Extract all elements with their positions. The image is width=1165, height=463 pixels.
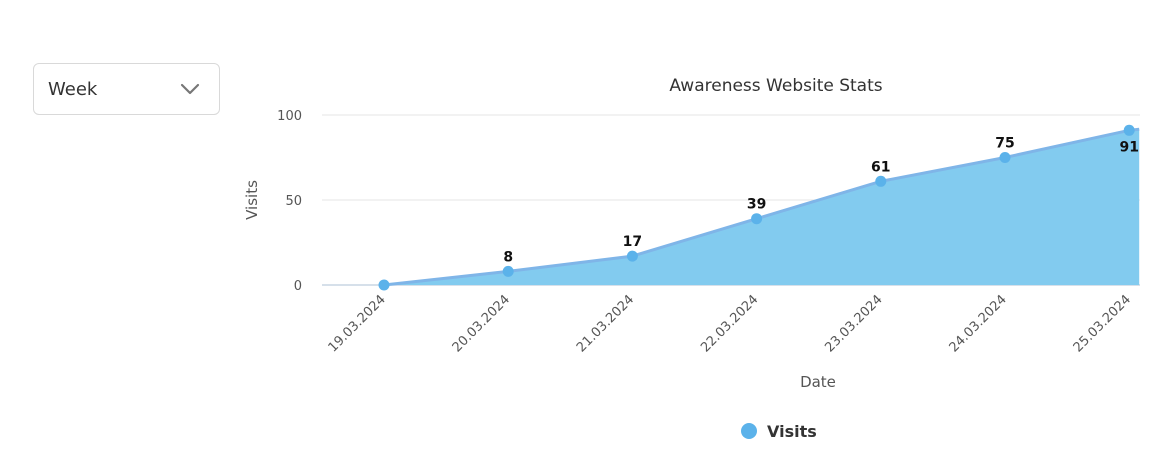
data-label: 75 xyxy=(995,136,1014,152)
series-line xyxy=(383,127,1140,287)
y-tick-label: 100 xyxy=(277,109,302,124)
legend-marker xyxy=(741,423,757,439)
data-point[interactable] xyxy=(626,250,638,262)
y-axis-label: Visits xyxy=(243,180,261,220)
data-point[interactable] xyxy=(999,152,1011,163)
x-tick-label: 25.03.2024 xyxy=(1071,292,1134,355)
data-label: 39 xyxy=(747,197,766,213)
x-tick-label: 22.03.2024 xyxy=(698,292,761,355)
y-tick-label: 50 xyxy=(285,194,302,209)
data-point[interactable] xyxy=(751,213,763,225)
x-tick-label: 19.03.2024 xyxy=(326,292,389,355)
data-point[interactable] xyxy=(875,175,887,187)
y-tick-label: 0 xyxy=(294,279,302,294)
data-point[interactable] xyxy=(378,279,390,291)
data-labels: 8 17 39 61 75 91 xyxy=(503,136,1139,266)
x-axis-label: Date xyxy=(800,373,836,391)
period-select-value: Week xyxy=(48,78,98,100)
x-tick-label: 21.03.2024 xyxy=(574,292,637,355)
legend-label: Visits xyxy=(767,422,817,441)
data-label: 8 xyxy=(503,249,513,265)
x-tick-label: 23.03.2024 xyxy=(822,292,885,355)
data-label: 61 xyxy=(871,159,890,175)
period-select[interactable]: Week xyxy=(33,63,220,115)
x-tick-label: 24.03.2024 xyxy=(947,292,1010,355)
y-tick-labels: 0 50 100 xyxy=(277,109,302,294)
data-label: 91 xyxy=(1119,139,1138,155)
chevron-down-icon xyxy=(179,78,201,100)
chart-title: Awareness Website Stats xyxy=(669,76,882,96)
x-tick-labels: 19.03.2024 20.03.2024 21.03.2024 22.03.2024… xyxy=(326,292,1134,355)
data-point[interactable] xyxy=(502,265,514,277)
legend-item-visits[interactable]: Visits xyxy=(741,422,817,441)
data-point[interactable] xyxy=(1123,124,1135,136)
data-label: 17 xyxy=(623,234,642,250)
series-visits[interactable] xyxy=(378,124,1140,291)
x-tick-label: 20.03.2024 xyxy=(450,292,513,355)
